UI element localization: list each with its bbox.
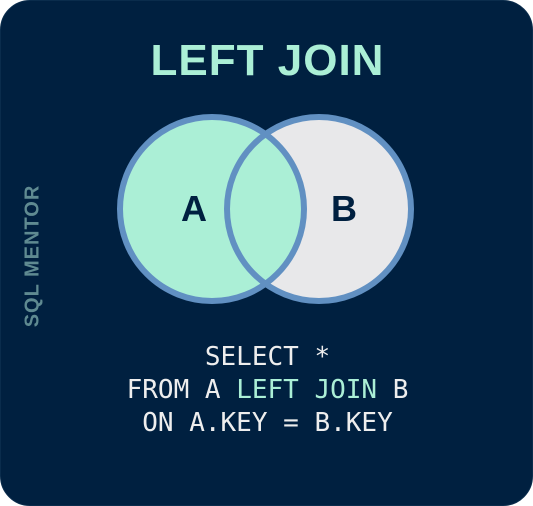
query-line-2-prefix: FROM A <box>126 375 237 405</box>
sql-query: SELECT * FROM A LEFT JOIN B ON A.KEY = B… <box>1 341 532 440</box>
set-b-outline <box>224 114 414 304</box>
query-line-2: FROM A LEFT JOIN B <box>1 374 532 407</box>
set-b-label: B <box>331 188 357 229</box>
intersection-region <box>227 117 304 301</box>
query-join-keyword: LEFT JOIN <box>236 375 378 405</box>
query-line-1: SELECT * <box>204 342 331 372</box>
set-a-label: A <box>181 188 207 229</box>
brand-side-label: SQL MENTOR <box>21 184 44 328</box>
set-a-outline <box>117 114 307 304</box>
diagram-title: LEFT JOIN <box>150 36 385 85</box>
query-line-2-suffix: B <box>377 375 409 405</box>
query-line-3: ON A.KEY = B.KEY <box>142 408 393 438</box>
